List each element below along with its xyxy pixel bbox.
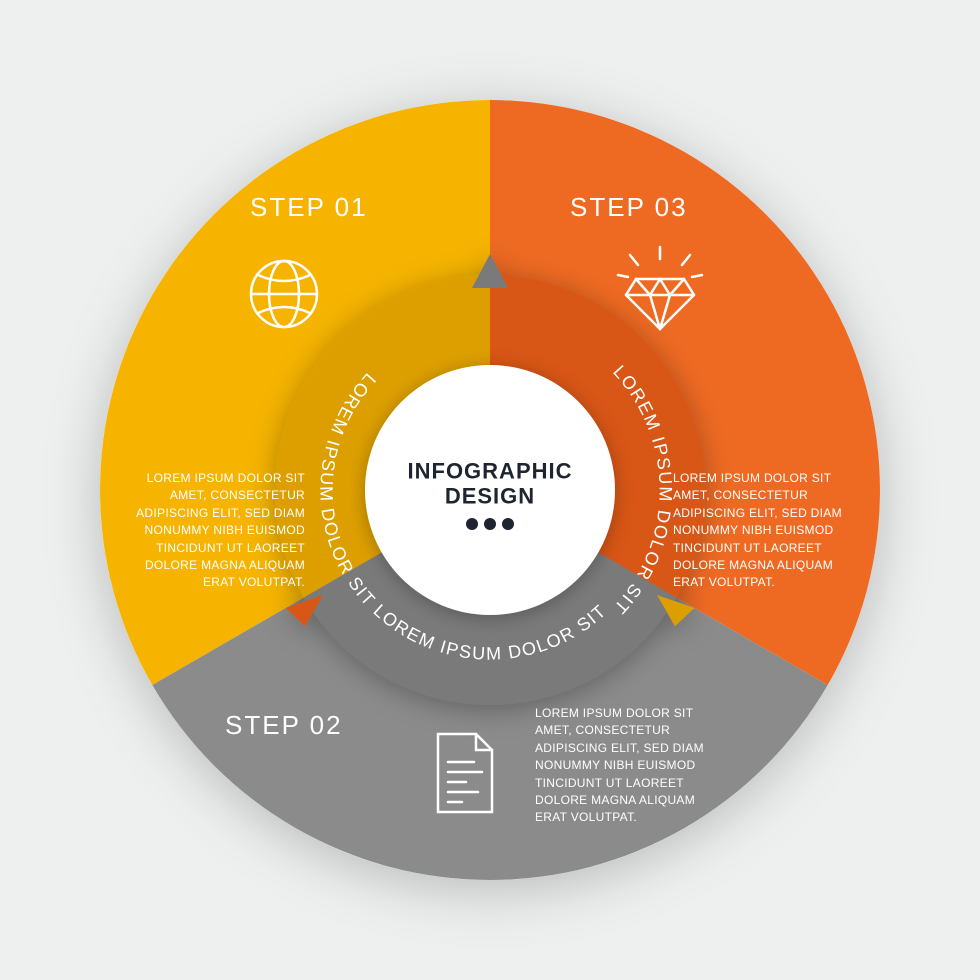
step1-title: STEP 01 bbox=[250, 192, 368, 223]
step1-body: LOREM IPSUM DOLOR SIT AMET, CONSECTETUR … bbox=[110, 470, 305, 592]
step3-body: LOREM IPSUM DOLOR SIT AMET, CONSECTETUR … bbox=[673, 470, 868, 592]
step3-title: STEP 03 bbox=[570, 192, 688, 223]
infographic-stage: LOREM IPSUM DOLOR SIT LOREM IPSUM DOLOR … bbox=[0, 0, 980, 980]
center-title-line2: DESIGN bbox=[445, 484, 535, 509]
step2-title: STEP 02 bbox=[225, 710, 343, 741]
center-title: INFOGRAPHIC DESIGN bbox=[408, 459, 573, 510]
globe-icon bbox=[245, 255, 323, 333]
document-icon bbox=[430, 730, 500, 816]
step2-body: LOREM IPSUM DOLOR SIT AMET, CONSECTETUR … bbox=[535, 705, 730, 827]
center-dots bbox=[466, 518, 514, 530]
center-title-line1: INFOGRAPHIC bbox=[408, 459, 573, 484]
diamond-icon bbox=[612, 245, 708, 335]
